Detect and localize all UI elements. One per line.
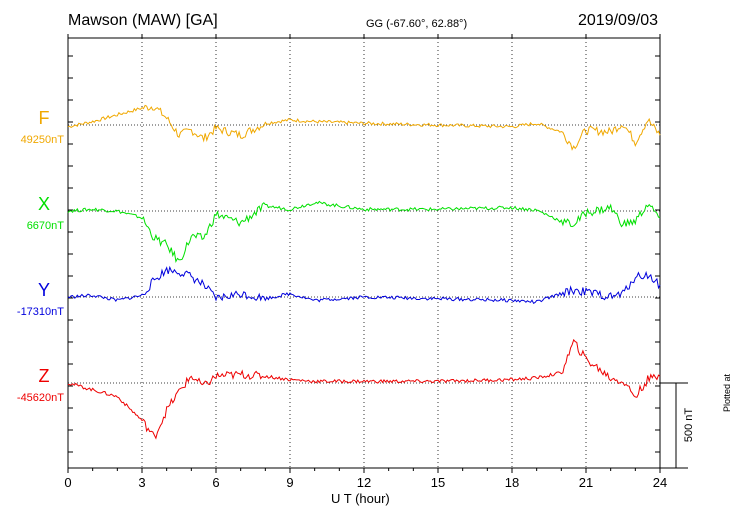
x-tick-label: 24 (653, 475, 667, 490)
component-label-x: X (38, 194, 50, 214)
series-f-line (67, 104, 661, 151)
plotted-timestamp: Plotted at 2019/10/04 01:36 UT (722, 373, 730, 412)
geographic-coordinates: GG (-67.60°, 62.88°) (366, 18, 468, 30)
series-x-line (67, 200, 661, 263)
baseline-value-x: 6670nT (27, 220, 65, 232)
x-tick-label: 3 (138, 475, 145, 490)
series-z-line (67, 338, 661, 440)
x-tick-label: 12 (357, 475, 371, 490)
x-tick-label: 0 (64, 475, 71, 490)
x-tick-label: 6 (212, 475, 219, 490)
baseline-value-y: -17310nT (17, 306, 64, 318)
series-y-line (67, 265, 661, 304)
component-label-f: F (39, 108, 50, 128)
station-title: Mawson (MAW) [GA] (68, 12, 218, 29)
x-tick-label: 15 (431, 475, 445, 490)
x-axis-label: U T (hour) (331, 491, 390, 506)
scale-bar-label: 500 nT (683, 408, 695, 443)
x-tick-label: 9 (286, 475, 293, 490)
baseline-value-z: -45620nT (17, 392, 64, 404)
baseline-value-f: 49250nT (21, 134, 65, 146)
component-label-y: Y (38, 280, 50, 300)
component-label-z: Z (39, 366, 50, 386)
x-tick-label: 18 (505, 475, 519, 490)
x-tick-label: 21 (579, 475, 593, 490)
plot-date: 2019/09/03 (578, 12, 659, 29)
